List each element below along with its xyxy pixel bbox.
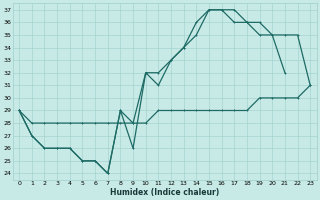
X-axis label: Humidex (Indice chaleur): Humidex (Indice chaleur) (110, 188, 219, 197)
